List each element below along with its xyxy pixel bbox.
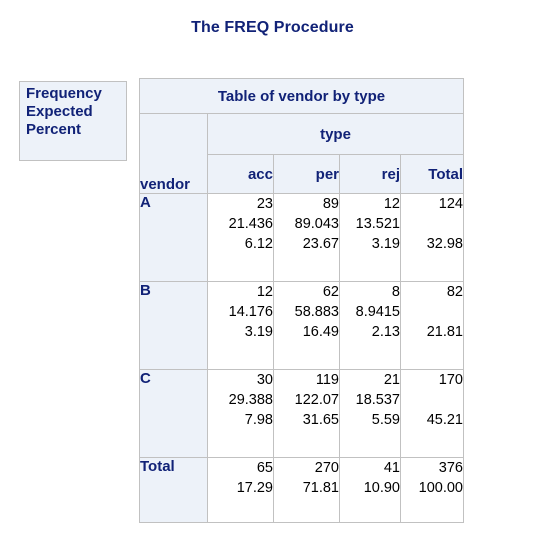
row-variable-header: vendor bbox=[139, 113, 208, 194]
legend-percent: Percent bbox=[26, 121, 82, 138]
cell-expected: 29.388 bbox=[228, 392, 273, 408]
column-header-per: per bbox=[273, 154, 340, 194]
cell-percent: 45.21 bbox=[426, 412, 463, 428]
cell-expected: 13.521 bbox=[355, 216, 400, 232]
table-cell: 12 13.521 3.19 bbox=[339, 193, 401, 282]
table-row: A 23 21.436 6.12 89 89.043 23.67 12 13.5… bbox=[139, 193, 464, 282]
cell-frequency: 23 bbox=[256, 196, 273, 212]
table-title: Table of vendor by type bbox=[139, 78, 464, 114]
cell-percent: 31.65 bbox=[302, 412, 339, 428]
row-total-cell: 124 32.98 bbox=[400, 193, 464, 282]
column-variable-header: type bbox=[207, 113, 464, 155]
table-cell: 119 122.07 31.65 bbox=[273, 369, 340, 458]
cell-frequency: 170 bbox=[438, 372, 463, 388]
cell-expected: 21.436 bbox=[228, 216, 273, 232]
cell-percent: 17.29 bbox=[236, 480, 273, 496]
table-cell: 89 89.043 23.67 bbox=[273, 193, 340, 282]
legend-frequency: Frequency bbox=[26, 85, 102, 102]
row-total-cell: 82 21.81 bbox=[400, 281, 464, 370]
cell-expected: 58.883 bbox=[294, 304, 339, 320]
table-cell: 62 58.883 16.49 bbox=[273, 281, 340, 370]
table-cell: 8 8.9415 2.13 bbox=[339, 281, 401, 370]
cell-frequency: 12 bbox=[256, 284, 273, 300]
grand-total-cell: 376 100.00 bbox=[400, 457, 464, 523]
row-header-c: C bbox=[139, 369, 208, 458]
cell-frequency: 376 bbox=[438, 460, 463, 476]
row-header-total: Total bbox=[139, 457, 208, 523]
column-total-cell: 65 17.29 bbox=[207, 457, 274, 523]
cell-percent: 3.19 bbox=[244, 324, 273, 340]
cell-percent: 71.81 bbox=[302, 480, 339, 496]
cell-frequency: 8 bbox=[391, 284, 400, 300]
table-cell: 12 14.176 3.19 bbox=[207, 281, 274, 370]
row-header-b: B bbox=[139, 281, 208, 370]
cell-percent: 32.98 bbox=[426, 236, 463, 252]
column-total-cell: 270 71.81 bbox=[273, 457, 340, 523]
cell-expected: 14.176 bbox=[228, 304, 273, 320]
cell-frequency: 62 bbox=[322, 284, 339, 300]
legend-expected: Expected bbox=[26, 103, 93, 120]
table-cell: 30 29.388 7.98 bbox=[207, 369, 274, 458]
cell-expected: 8.9415 bbox=[355, 304, 400, 320]
table-row: B 12 14.176 3.19 62 58.883 16.49 8 8.941… bbox=[139, 281, 464, 370]
cell-blank bbox=[401, 390, 463, 410]
cell-percent: 23.67 bbox=[302, 236, 339, 252]
cell-percent: 5.59 bbox=[371, 412, 400, 428]
column-total-cell: 41 10.90 bbox=[339, 457, 401, 523]
cell-expected: 122.07 bbox=[294, 392, 339, 408]
table-row-total: Total 65 17.29 270 71.81 41 10.90 376 10… bbox=[139, 457, 464, 523]
cell-frequency: 41 bbox=[383, 460, 400, 476]
cell-percent: 100.00 bbox=[418, 480, 463, 496]
cell-percent: 2.13 bbox=[371, 324, 400, 340]
cell-blank bbox=[401, 214, 463, 234]
cell-blank bbox=[401, 302, 463, 322]
cell-percent: 21.81 bbox=[426, 324, 463, 340]
cell-frequency: 12 bbox=[383, 196, 400, 212]
legend-box: Frequency Expected Percent bbox=[19, 81, 127, 161]
cell-frequency: 119 bbox=[315, 372, 339, 388]
cell-percent: 16.49 bbox=[302, 324, 339, 340]
column-header-rej: rej bbox=[339, 154, 401, 194]
cell-frequency: 124 bbox=[438, 196, 463, 212]
table-cell: 21 18.537 5.59 bbox=[339, 369, 401, 458]
cell-percent: 3.19 bbox=[371, 236, 400, 252]
cell-percent: 7.98 bbox=[244, 412, 273, 428]
cell-percent: 10.90 bbox=[363, 480, 400, 496]
column-header-acc: acc bbox=[207, 154, 274, 194]
table-row: C 30 29.388 7.98 119 122.07 31.65 21 18.… bbox=[139, 369, 464, 458]
table-cell: 23 21.436 6.12 bbox=[207, 193, 274, 282]
page-title: The FREQ Procedure bbox=[191, 19, 354, 36]
cell-expected: 18.537 bbox=[355, 392, 400, 408]
cell-frequency: 30 bbox=[256, 372, 273, 388]
cell-frequency: 21 bbox=[383, 372, 400, 388]
cell-frequency: 89 bbox=[322, 196, 339, 212]
cell-frequency: 270 bbox=[314, 460, 339, 476]
cell-frequency: 65 bbox=[256, 460, 273, 476]
column-header-total: Total bbox=[400, 154, 464, 194]
cell-contents-legend: Frequency Expected Percent bbox=[19, 81, 127, 161]
cell-frequency: 82 bbox=[446, 284, 463, 300]
row-total-cell: 170 45.21 bbox=[400, 369, 464, 458]
crosstab-table: Table of vendor by type vendor type acc … bbox=[139, 78, 464, 523]
cell-expected: 89.043 bbox=[294, 216, 339, 232]
row-header-a: A bbox=[139, 193, 208, 282]
cell-percent: 6.12 bbox=[244, 236, 273, 252]
